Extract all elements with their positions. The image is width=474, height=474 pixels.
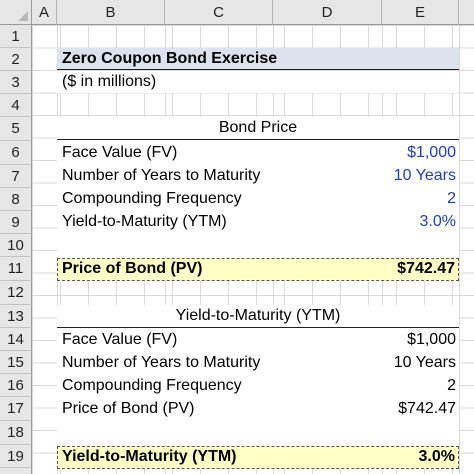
gridline-col-e: [459, 25, 460, 474]
row-header-12[interactable]: 12: [0, 281, 32, 305]
bp-years-label[interactable]: Number of Years to Maturity: [62, 167, 261, 184]
ytm-frequency-label[interactable]: Compounding Frequency: [62, 377, 242, 394]
bond-price-section: [57, 117, 459, 257]
page-subtitle[interactable]: ($ in millions): [62, 73, 157, 90]
ytm-price-value[interactable]: $742.47: [398, 400, 456, 417]
row-header-7[interactable]: 7: [0, 165, 32, 188]
row-header-2[interactable]: 2: [0, 48, 32, 71]
row-header-14[interactable]: 14: [0, 328, 32, 351]
ytm-result-label[interactable]: Yield-to-Maturity (YTM): [62, 448, 237, 465]
column-header-a[interactable]: A: [32, 0, 57, 25]
select-all-corner[interactable]: [0, 0, 32, 25]
price-of-bond-result-label[interactable]: Price of Bond (PV): [62, 260, 203, 277]
row-header-8[interactable]: 8: [0, 188, 32, 211]
row-header-6[interactable]: 6: [0, 141, 32, 165]
row-header-15[interactable]: 15: [0, 351, 32, 374]
row-header-19[interactable]: 19: [0, 445, 32, 468]
column-header-e[interactable]: E: [382, 0, 459, 25]
ytm-face-value-label[interactable]: Face Value (FV): [62, 331, 178, 348]
title-band: [57, 48, 459, 70]
ytm-section: [57, 305, 459, 445]
ytm-header[interactable]: Yield-to-Maturity (YTM): [57, 305, 459, 328]
ytm-price-label[interactable]: Price of Bond (PV): [62, 400, 195, 417]
bond-price-header[interactable]: Bond Price: [57, 117, 459, 140]
column-header-c[interactable]: C: [165, 0, 273, 25]
column-header-d[interactable]: D: [273, 0, 382, 25]
bp-ytm-label[interactable]: Yield-to-Maturity (YTM): [62, 213, 227, 230]
row-header-4[interactable]: 4: [0, 94, 32, 117]
subtitle-band: [57, 71, 459, 93]
bp-face-value-input[interactable]: $1,000: [407, 144, 456, 161]
ytm-years-label[interactable]: Number of Years to Maturity: [62, 354, 261, 371]
bp-face-value-label[interactable]: Face Value (FV): [62, 144, 178, 161]
bp-years-input[interactable]: 10 Years: [393, 167, 456, 184]
row-header-10[interactable]: 10: [0, 234, 32, 257]
price-of-bond-result-band: [57, 258, 459, 281]
row-header-3[interactable]: 3: [0, 71, 32, 94]
column-header-b[interactable]: B: [57, 0, 165, 25]
ytm-result-value[interactable]: 3.0%: [418, 448, 455, 465]
ytm-years-value[interactable]: 10 Years: [393, 354, 456, 371]
row-header-16[interactable]: 16: [0, 374, 32, 397]
row-header-17[interactable]: 17: [0, 397, 32, 421]
row-header-5[interactable]: 5: [0, 117, 32, 141]
ytm-face-value-value[interactable]: $1,000: [407, 331, 456, 348]
row-header-13[interactable]: 13: [0, 305, 32, 328]
row-header-20[interactable]: [0, 468, 32, 474]
ytm-result-band: [57, 446, 459, 469]
bp-frequency-label[interactable]: Compounding Frequency: [62, 190, 242, 207]
column-header-f[interactable]: [459, 0, 474, 25]
select-all-triangle-icon: [18, 11, 28, 21]
ytm-frequency-value[interactable]: 2: [447, 377, 456, 394]
row-header-1[interactable]: 1: [0, 25, 32, 48]
bp-ytm-input[interactable]: 3.0%: [419, 213, 456, 230]
row-header-11[interactable]: 11: [0, 257, 32, 281]
row-header-18[interactable]: 18: [0, 421, 32, 445]
row-header-9[interactable]: 9: [0, 211, 32, 234]
bp-frequency-input[interactable]: 2: [447, 190, 456, 207]
page-title[interactable]: Zero Coupon Bond Exercise: [62, 50, 278, 67]
price-of-bond-result-value[interactable]: $742.47: [397, 260, 455, 277]
